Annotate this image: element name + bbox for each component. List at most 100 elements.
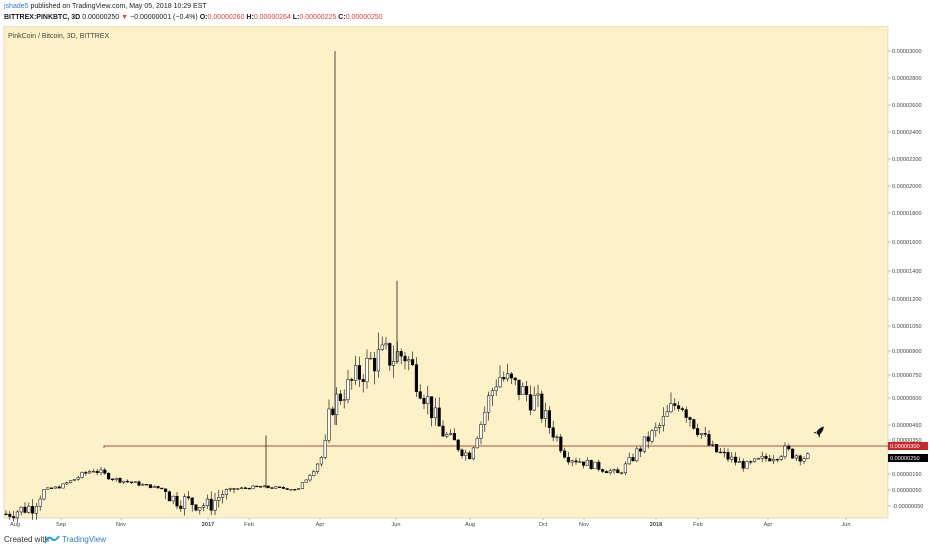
candle-body[interactable]: [627, 457, 631, 465]
candle-body[interactable]: [456, 439, 460, 451]
candle-body[interactable]: [190, 497, 194, 506]
candle-body[interactable]: [15, 511, 19, 519]
candle-body[interactable]: [34, 506, 38, 514]
candle-body[interactable]: [376, 349, 380, 372]
candle-body[interactable]: [107, 472, 111, 480]
candle-body[interactable]: [399, 351, 403, 357]
candle-body[interactable]: [247, 487, 251, 490]
candle-body[interactable]: [373, 357, 377, 372]
candle-body[interactable]: [498, 377, 502, 388]
candle-body[interactable]: [620, 472, 624, 474]
candle-body[interactable]: [236, 488, 240, 490]
candle-body[interactable]: [50, 487, 54, 489]
candle-body[interactable]: [513, 377, 517, 381]
tradingview-logo-icon[interactable]: [44, 534, 60, 545]
candle-body[interactable]: [141, 484, 145, 486]
candle-body[interactable]: [266, 485, 270, 488]
candle-body[interactable]: [270, 487, 274, 489]
candle-body[interactable]: [167, 491, 171, 502]
candle-body[interactable]: [639, 448, 643, 452]
candle-body[interactable]: [487, 395, 491, 413]
candle-body[interactable]: [677, 405, 681, 409]
candle-body[interactable]: [711, 444, 715, 446]
candle-body[interactable]: [65, 482, 69, 485]
candle-body[interactable]: [232, 488, 236, 490]
candle-body[interactable]: [582, 461, 586, 466]
candle-body[interactable]: [88, 471, 92, 474]
candle-body[interactable]: [319, 457, 323, 465]
candle-body[interactable]: [407, 359, 411, 362]
candle-body[interactable]: [650, 430, 654, 442]
candle-body[interactable]: [312, 471, 316, 476]
candle-body[interactable]: [566, 457, 570, 463]
candle-body[interactable]: [490, 390, 494, 396]
candle-body[interactable]: [46, 487, 50, 490]
candle-body[interactable]: [205, 498, 209, 507]
candle-body[interactable]: [449, 433, 453, 435]
candle-body[interactable]: [635, 448, 639, 461]
candle-body[interactable]: [692, 419, 696, 429]
candle-body[interactable]: [430, 396, 434, 419]
candle-body[interactable]: [768, 458, 772, 462]
candle-body[interactable]: [129, 481, 133, 483]
candle-body[interactable]: [646, 436, 650, 442]
candle-body[interactable]: [502, 377, 506, 380]
candle-body[interactable]: [753, 458, 757, 462]
candle-body[interactable]: [483, 411, 487, 425]
candle-body[interactable]: [323, 440, 327, 458]
candle-body[interactable]: [798, 455, 802, 462]
candle-body[interactable]: [471, 447, 475, 460]
candle-body[interactable]: [517, 379, 521, 395]
candle-body[interactable]: [783, 445, 787, 457]
candle-body[interactable]: [80, 472, 84, 478]
candle-body[interactable]: [350, 379, 354, 381]
candle-body[interactable]: [772, 459, 776, 462]
candle-body[interactable]: [612, 469, 616, 472]
candle-body[interactable]: [756, 458, 760, 460]
candle-body[interactable]: [392, 361, 396, 366]
candle-body[interactable]: [642, 436, 646, 452]
candle-body[interactable]: [536, 393, 540, 396]
candle-body[interactable]: [110, 478, 114, 481]
candle-body[interactable]: [779, 456, 783, 460]
candle-body[interactable]: [186, 496, 190, 499]
candle-body[interactable]: [658, 425, 662, 428]
candle-body[interactable]: [414, 364, 418, 392]
candle-body[interactable]: [175, 495, 179, 507]
candle-body[interactable]: [737, 461, 741, 463]
candle-body[interactable]: [388, 343, 392, 366]
rocket-icon[interactable]: [813, 424, 827, 439]
candle-body[interactable]: [468, 452, 472, 460]
candle-body[interactable]: [198, 506, 202, 511]
candle-body[interactable]: [563, 450, 567, 458]
candle-body[interactable]: [426, 396, 430, 404]
candle-body[interactable]: [240, 487, 244, 489]
candle-body[interactable]: [27, 506, 31, 513]
candle-body[interactable]: [578, 461, 582, 463]
candle-body[interactable]: [665, 411, 669, 417]
candle-body[interactable]: [262, 485, 266, 488]
candle-body[interactable]: [555, 436, 559, 438]
candle-body[interactable]: [749, 461, 753, 463]
candle-body[interactable]: [380, 344, 384, 350]
candle-body[interactable]: [160, 487, 164, 490]
candle-body[interactable]: [42, 489, 46, 500]
candle-body[interactable]: [274, 486, 278, 489]
candle-body[interactable]: [69, 480, 73, 483]
candle-body[interactable]: [103, 469, 107, 474]
candle-body[interactable]: [152, 486, 156, 488]
candle-body[interactable]: [202, 505, 206, 508]
candle-body[interactable]: [300, 482, 304, 489]
candle-body[interactable]: [688, 417, 692, 420]
candle-body[interactable]: [794, 455, 798, 459]
candle-body[interactable]: [164, 488, 168, 493]
candle-body[interactable]: [72, 479, 76, 481]
candle-body[interactable]: [475, 438, 479, 449]
candle-body[interactable]: [506, 373, 510, 380]
candle-body[interactable]: [289, 489, 293, 491]
candle-body[interactable]: [764, 455, 768, 459]
candle-body[interactable]: [297, 488, 301, 490]
candle-body[interactable]: [718, 451, 722, 454]
candle-body[interactable]: [346, 379, 350, 400]
candle-body[interactable]: [673, 403, 677, 406]
